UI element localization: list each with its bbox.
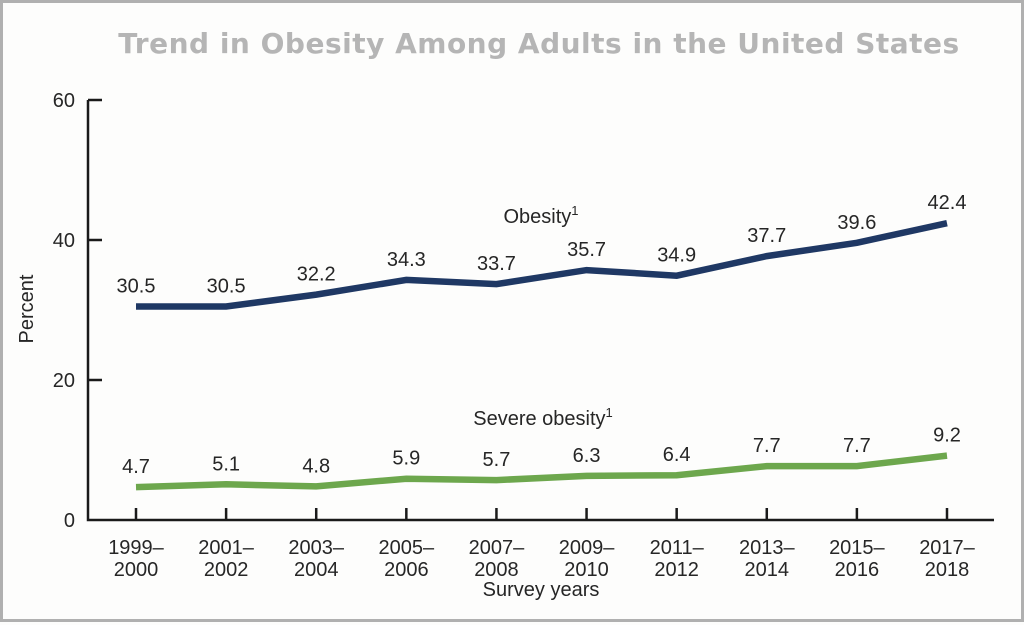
- severe-obesity-data-label: 7.7: [753, 435, 781, 457]
- x-tick-label: 2009– 2010: [559, 537, 615, 581]
- y-tick-label: 20: [53, 370, 75, 392]
- x-tick-label: 2007– 2008: [469, 537, 525, 581]
- y-tick-label: 0: [64, 510, 75, 532]
- x-tick-label: 2017– 2018: [919, 537, 975, 581]
- obesity-data-label: 39.6: [837, 212, 876, 234]
- x-tick-label: 2013– 2014: [739, 537, 795, 581]
- severe-obesity-series-label: Severe obesity1: [473, 405, 613, 430]
- obesity-data-label: 35.7: [567, 239, 606, 261]
- severe-obesity-data-label: 4.7: [122, 456, 150, 478]
- y-tick-label: 60: [53, 90, 75, 112]
- obesity-data-label: 32.2: [297, 264, 336, 286]
- severe-obesity-data-label: 9.2: [933, 425, 961, 447]
- obesity-line: [136, 220, 948, 310]
- y-axis-title: Percent: [16, 274, 38, 343]
- obesity-data-label: 30.5: [207, 276, 246, 298]
- x-tick-label: 2001– 2002: [198, 537, 254, 581]
- chart-canvas: 0 20 40 60 1999– 2000 2001– 2002 2003– 2004 2005– 2…: [16, 90, 994, 601]
- y-tick-label: 40: [53, 230, 75, 252]
- obesity-data-label: 42.4: [928, 192, 967, 214]
- severe-obesity-data-label: 4.8: [302, 455, 330, 477]
- x-axis-title: Survey years: [483, 579, 600, 601]
- x-tick-label: 2015– 2016: [829, 537, 885, 581]
- severe-obesity-data-label: 6.3: [573, 445, 601, 467]
- x-tick-label: 2005– 2006: [379, 537, 435, 581]
- obesity-data-label: 33.7: [477, 253, 516, 275]
- x-tick-label: 2003– 2004: [288, 537, 344, 581]
- obesity-data-label: 37.7: [747, 225, 786, 247]
- severe-obesity-data-label: 6.4: [663, 444, 691, 466]
- chart-title: Trend in Obesity Among Adults in the Uni…: [118, 27, 960, 60]
- x-tick-label: 2011– 2012: [650, 537, 705, 581]
- obesity-data-label: 34.3: [387, 249, 426, 271]
- severe-obesity-data-label: 5.7: [483, 449, 511, 471]
- obesity-data-label: 34.9: [657, 245, 696, 267]
- obesity-series-label: Obesity1: [503, 203, 578, 228]
- severe-obesity-data-label: 5.1: [212, 453, 240, 475]
- severe-obesity-data-label: 7.7: [843, 435, 871, 457]
- obesity-data-label: 30.5: [117, 276, 156, 298]
- severe-obesity-data-label: 5.9: [392, 448, 420, 470]
- x-tick-label: 1999– 2000: [108, 537, 164, 581]
- severe-obesity-line: [135, 452, 948, 491]
